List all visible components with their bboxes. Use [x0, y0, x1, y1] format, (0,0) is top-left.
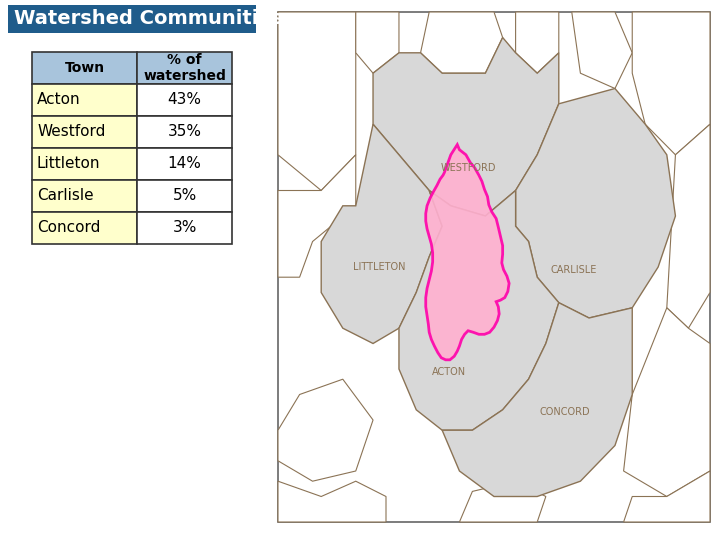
- Text: 5%: 5%: [172, 188, 197, 204]
- FancyBboxPatch shape: [32, 148, 137, 180]
- Polygon shape: [399, 191, 559, 430]
- FancyBboxPatch shape: [137, 52, 232, 84]
- Polygon shape: [278, 481, 386, 522]
- Polygon shape: [278, 12, 356, 191]
- Polygon shape: [373, 37, 559, 216]
- Text: Watershed Communities: Watershed Communities: [14, 10, 283, 29]
- Polygon shape: [442, 303, 632, 496]
- Polygon shape: [572, 12, 632, 89]
- Text: 14%: 14%: [168, 157, 202, 172]
- Text: Littleton: Littleton: [37, 157, 101, 172]
- FancyBboxPatch shape: [32, 116, 137, 148]
- Polygon shape: [426, 145, 509, 360]
- Polygon shape: [624, 471, 710, 522]
- FancyBboxPatch shape: [8, 5, 256, 33]
- Polygon shape: [667, 124, 710, 328]
- Polygon shape: [632, 12, 710, 155]
- Polygon shape: [321, 124, 442, 343]
- FancyBboxPatch shape: [278, 12, 710, 522]
- Text: Acton: Acton: [37, 92, 81, 107]
- FancyBboxPatch shape: [32, 212, 137, 244]
- Text: 35%: 35%: [168, 125, 202, 139]
- Text: CARLISLE: CARLISLE: [551, 265, 597, 274]
- Text: Town: Town: [64, 61, 104, 75]
- Text: WESTFORD: WESTFORD: [441, 163, 496, 173]
- Polygon shape: [278, 155, 356, 277]
- Polygon shape: [420, 12, 503, 73]
- Text: ACTON: ACTON: [431, 367, 466, 376]
- Text: 43%: 43%: [168, 92, 202, 107]
- FancyBboxPatch shape: [137, 84, 232, 116]
- Polygon shape: [624, 308, 710, 496]
- FancyBboxPatch shape: [137, 180, 232, 212]
- Text: % of
watershed: % of watershed: [143, 53, 226, 83]
- Text: 3%: 3%: [172, 220, 197, 235]
- FancyBboxPatch shape: [32, 84, 137, 116]
- FancyBboxPatch shape: [137, 212, 232, 244]
- FancyBboxPatch shape: [32, 52, 137, 84]
- FancyBboxPatch shape: [137, 116, 232, 148]
- Polygon shape: [516, 89, 675, 318]
- Polygon shape: [278, 379, 373, 481]
- FancyBboxPatch shape: [137, 148, 232, 180]
- Polygon shape: [516, 12, 559, 73]
- Text: Westford: Westford: [37, 125, 105, 139]
- Text: Carlisle: Carlisle: [37, 188, 94, 204]
- Text: CONCORD: CONCORD: [540, 407, 590, 417]
- Polygon shape: [356, 12, 399, 73]
- Polygon shape: [459, 481, 546, 522]
- Text: Concord: Concord: [37, 220, 100, 235]
- Text: LITTLETON: LITTLETON: [354, 262, 406, 272]
- FancyBboxPatch shape: [32, 180, 137, 212]
